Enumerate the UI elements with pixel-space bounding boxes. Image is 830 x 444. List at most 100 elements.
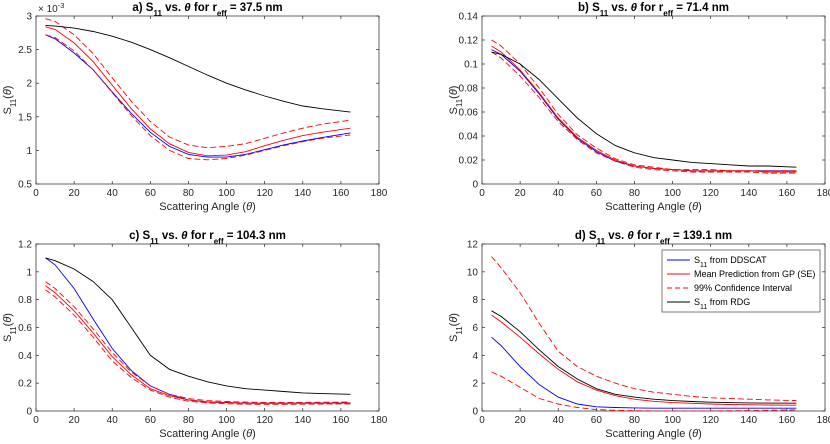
series-line-a-2 — [45, 18, 351, 149]
chart-title-a: a) S11 vs. θ for reff = 37.5 nm — [132, 2, 282, 18]
y-tick-label: 0.08 — [459, 84, 479, 95]
legend-entry-2: 99% Confidence Interval — [694, 283, 792, 293]
chart-title-d: d) S11 vs. θ for reff = 139.1 nm — [575, 230, 732, 246]
chart-panel-c: 0 20 40 60 80 100 120 140 160 180 0 0.2 0.4 0.6 0.8 1 1.… — [2, 230, 388, 440]
x-tick-label: 0 — [479, 415, 485, 426]
chart-panel-b: 0 20 40 60 80 100 120 140 160 180 0 0.02 0.04 0.06 0.0… — [448, 2, 830, 213]
axes-box-b — [481, 15, 826, 185]
series-line-d-4 — [491, 310, 797, 404]
x-tick-label: 60 — [591, 415, 603, 426]
x-tick-label: 140 — [294, 415, 311, 426]
x-tick-label: 20 — [69, 415, 81, 426]
x-tick-label: 60 — [145, 188, 157, 199]
series-line-c-3 — [45, 289, 351, 405]
x-tick-label: 180 — [371, 188, 388, 199]
y-tick-label: 12 — [467, 240, 479, 251]
x-tick-label: 80 — [629, 415, 641, 426]
y-tick-label: 0.4 — [18, 351, 32, 362]
y-tick-label: 2 — [472, 379, 478, 390]
x-axis-label-a: Scattering Angle (θ) — [159, 201, 255, 213]
y-tick-label: 0 — [472, 180, 478, 191]
y-tick-label: 8 — [472, 295, 478, 306]
y-axis-label-d: S11(θ) — [448, 313, 464, 342]
x-tick-label: 40 — [107, 415, 119, 426]
series-line-b-3 — [491, 51, 797, 174]
y-tick-label: 0.06 — [459, 108, 479, 119]
series-line-c-1 — [45, 285, 351, 404]
series-line-c-2 — [45, 281, 351, 403]
y-tick-label: 0 — [472, 407, 478, 418]
x-tick-label: 180 — [817, 188, 830, 199]
y-tick-label: 1 — [26, 146, 32, 157]
y-tick-label: 0.12 — [459, 36, 479, 47]
x-tick-label: 180 — [371, 415, 388, 426]
y-tick-label: 10 — [467, 267, 479, 278]
x-tick-label: 0 — [33, 188, 39, 199]
y-tick-label: 0.04 — [459, 132, 479, 143]
y-tick-label: 0.8 — [18, 295, 32, 306]
legend-entry-1: Mean Prediction from GP (SE) — [694, 269, 815, 279]
series-line-b-1 — [491, 45, 797, 173]
y-tick-label: 1.5 — [18, 112, 32, 123]
y-tick-label: 6 — [472, 323, 478, 334]
x-tick-label: 160 — [779, 188, 796, 199]
series-line-d-3 — [491, 371, 797, 412]
chart-panel-d: 0 20 40 60 80 100 120 140 160 180 0 2 4 6 8 10 12 d) S11 … — [448, 230, 830, 440]
x-tick-label: 80 — [629, 188, 641, 199]
y-tick-label: 0.02 — [459, 156, 479, 167]
x-tick-label: 120 — [256, 415, 273, 426]
axes-box-c — [35, 243, 380, 412]
x-tick-label: 40 — [107, 188, 119, 199]
series-line-a-1 — [45, 26, 351, 157]
y-axis-label-c: S11(θ) — [2, 313, 18, 342]
y-tick-label: 1 — [26, 267, 32, 278]
chart-title-c: c) S11 vs. θ for reff = 104.3 nm — [129, 230, 286, 246]
x-tick-label: 140 — [294, 188, 311, 199]
x-tick-label: 160 — [333, 188, 350, 199]
y-tick-label: 3 — [26, 12, 32, 23]
y-tick-label: 0.6 — [18, 323, 32, 334]
y-tick-label: 0.5 — [18, 180, 32, 191]
x-tick-label: 120 — [256, 188, 273, 199]
x-tick-label: 140 — [740, 188, 757, 199]
y-tick-label: 1.2 — [18, 240, 32, 251]
series-line-a-3 — [45, 34, 351, 161]
chart-title-b: b) S11 vs. θ for reff = 71.4 nm — [578, 2, 729, 18]
x-tick-label: 100 — [664, 188, 681, 199]
x-tick-label: 140 — [740, 415, 757, 426]
x-tick-label: 160 — [333, 415, 350, 426]
x-tick-label: 20 — [515, 188, 527, 199]
series-line-d-1 — [491, 314, 797, 406]
x-tick-label: 100 — [664, 415, 681, 426]
y-tick-label: 0.2 — [18, 379, 32, 390]
y-axis-label-b: S11(θ) — [448, 86, 464, 115]
x-tick-label: 0 — [479, 188, 485, 199]
x-tick-label: 100 — [218, 415, 235, 426]
x-tick-label: 180 — [817, 415, 830, 426]
series-line-d-2 — [491, 256, 797, 402]
series-line-c-4 — [45, 257, 351, 395]
legend-entry-0: S11 from DDSCAT — [694, 255, 767, 269]
x-tick-label: 160 — [779, 415, 796, 426]
y-tick-label: 2.5 — [18, 45, 32, 56]
y-tick-label: 2 — [26, 79, 32, 90]
y-tick-label: 0.14 — [459, 12, 479, 23]
y-tick-label: 4 — [472, 351, 478, 362]
series-line-d-0 — [491, 336, 797, 409]
series-line-a-0 — [45, 34, 351, 158]
y-tick-label: 0 — [26, 407, 32, 418]
x-tick-label: 40 — [553, 415, 565, 426]
x-tick-label: 120 — [702, 415, 719, 426]
x-axis-label-d: Scattering Angle (θ) — [605, 428, 701, 440]
y-tick-label: 0.1 — [464, 60, 478, 71]
x-tick-label: 80 — [183, 415, 195, 426]
x-tick-label: 20 — [69, 188, 81, 199]
y-exponent-label: × 10-3 — [38, 1, 64, 16]
chart-panel-a: 0 20 40 60 80 100 120 140 160 180 0.5 1 1.5 2 2.5 3 × 10… — [2, 1, 388, 214]
x-tick-label: 120 — [702, 188, 719, 199]
series-line-a-4 — [45, 24, 351, 113]
x-tick-label: 20 — [515, 415, 527, 426]
x-axis-label-b: Scattering Angle (θ) — [605, 201, 701, 213]
x-tick-label: 60 — [591, 188, 603, 199]
series-line-b-4 — [491, 51, 797, 168]
